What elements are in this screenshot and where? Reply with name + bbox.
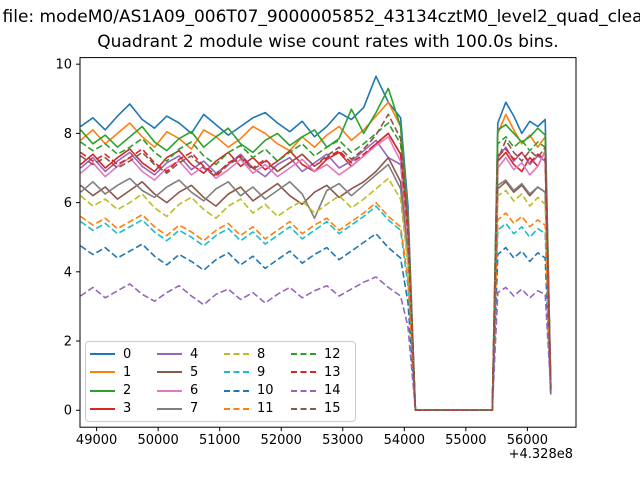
legend-label-11: 11: [257, 401, 274, 417]
legend-line-sample-10: [224, 389, 249, 392]
legend-line-sample-7: [157, 407, 182, 410]
legend-line-sample-14: [291, 389, 316, 392]
legend-label-5: 5: [190, 364, 199, 380]
legend-line-sample-12: [291, 353, 316, 356]
series-line-7: [80, 163, 552, 412]
legend-label-15: 15: [324, 401, 341, 417]
legend-line-sample-5: [157, 371, 182, 374]
x-tick-label: 56000: [507, 433, 548, 448]
legend-line-sample-15: [291, 407, 316, 410]
legend-item-6: 6: [157, 384, 224, 397]
y-tick-label: 2: [64, 335, 72, 350]
series-line-9: [80, 205, 552, 412]
series-line-5: [80, 156, 552, 412]
series-line-14: [80, 276, 552, 412]
y-tick-label: 8: [64, 127, 72, 142]
legend-line-sample-3: [90, 407, 115, 410]
legend-label-4: 4: [190, 346, 199, 362]
legend-label-0: 0: [123, 346, 132, 362]
legend-item-14: 14: [291, 384, 358, 397]
legend-item-5: 5: [157, 366, 224, 379]
legend-label-13: 13: [324, 364, 341, 380]
axes-title: Quadrant 2 module wise count rates with …: [97, 32, 559, 52]
x-tick-label: 51000: [199, 433, 240, 448]
legend-label-3: 3: [123, 401, 132, 417]
legend-line-sample-13: [291, 371, 316, 374]
y-tick-label: 0: [64, 404, 72, 419]
series-line-1: [80, 101, 552, 412]
series-line-13: [80, 132, 552, 412]
legend-label-2: 2: [123, 383, 132, 399]
y-tick-label: 4: [64, 265, 72, 280]
legend-item-8: 8: [224, 348, 291, 361]
series-line-10: [80, 232, 552, 412]
legend-label-7: 7: [190, 401, 199, 417]
x-tick-label: 54000: [384, 433, 425, 448]
legend-item-4: 4: [157, 348, 224, 361]
legend-line-sample-2: [90, 389, 115, 392]
y-tick-label: 6: [64, 196, 72, 211]
y-tick-label: 10: [55, 58, 72, 73]
x-tick-label: 55000: [445, 433, 486, 448]
series-line-11: [80, 201, 552, 412]
legend-item-10: 10: [224, 384, 291, 397]
legend-item-2: 2: [90, 384, 157, 397]
legend-label-12: 12: [324, 346, 341, 362]
figure-suptitle: a file: modeM0/AS1A09_006T07_9000005852_…: [0, 7, 640, 27]
x-axis-offset-label: +4.328e8: [508, 447, 573, 462]
legend-label-1: 1: [123, 364, 132, 380]
legend-line-sample-6: [157, 389, 182, 392]
series-line-4: [80, 139, 552, 412]
legend-line-sample-4: [157, 353, 182, 356]
legend-item-3: 3: [90, 402, 157, 415]
legend-label-8: 8: [257, 346, 266, 362]
legend: 0 1 2 3 4 5 6 7 8 9 10 11 12 13 14 15: [85, 341, 356, 422]
legend-item-12: 12: [291, 348, 358, 361]
legend-item-13: 13: [291, 366, 358, 379]
legend-item-7: 7: [157, 402, 224, 415]
x-tick-label: 49000: [76, 433, 117, 448]
legend-line-sample-11: [224, 407, 249, 410]
legend-line-sample-0: [90, 353, 115, 356]
legend-label-14: 14: [324, 383, 341, 399]
legend-item-0: 0: [90, 348, 157, 361]
legend-item-15: 15: [291, 402, 358, 415]
legend-label-9: 9: [257, 364, 266, 380]
legend-label-10: 10: [257, 383, 274, 399]
legend-item-9: 9: [224, 366, 291, 379]
legend-item-11: 11: [224, 402, 291, 415]
legend-line-sample-8: [224, 353, 249, 356]
legend-line-sample-1: [90, 371, 115, 374]
legend-line-sample-9: [224, 371, 249, 374]
x-tick-label: 53000: [322, 433, 363, 448]
legend-label-6: 6: [190, 383, 199, 399]
series-line-12: [80, 122, 552, 412]
series-line-8: [80, 177, 552, 412]
series-line-0: [80, 75, 552, 412]
legend-item-1: 1: [90, 366, 157, 379]
x-tick-label: 50000: [137, 433, 178, 448]
axes-frame: [79, 57, 577, 428]
x-tick-label: 52000: [261, 433, 302, 448]
